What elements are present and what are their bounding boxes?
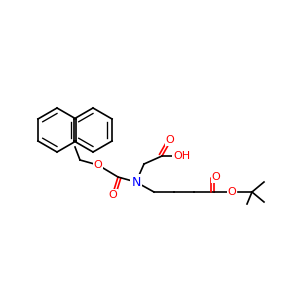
Text: O: O xyxy=(166,135,174,145)
Text: O: O xyxy=(94,160,102,170)
Text: N: N xyxy=(131,176,141,188)
Text: O: O xyxy=(212,172,220,182)
Text: OH: OH xyxy=(173,151,190,161)
Text: O: O xyxy=(228,187,236,197)
Text: O: O xyxy=(109,190,117,200)
